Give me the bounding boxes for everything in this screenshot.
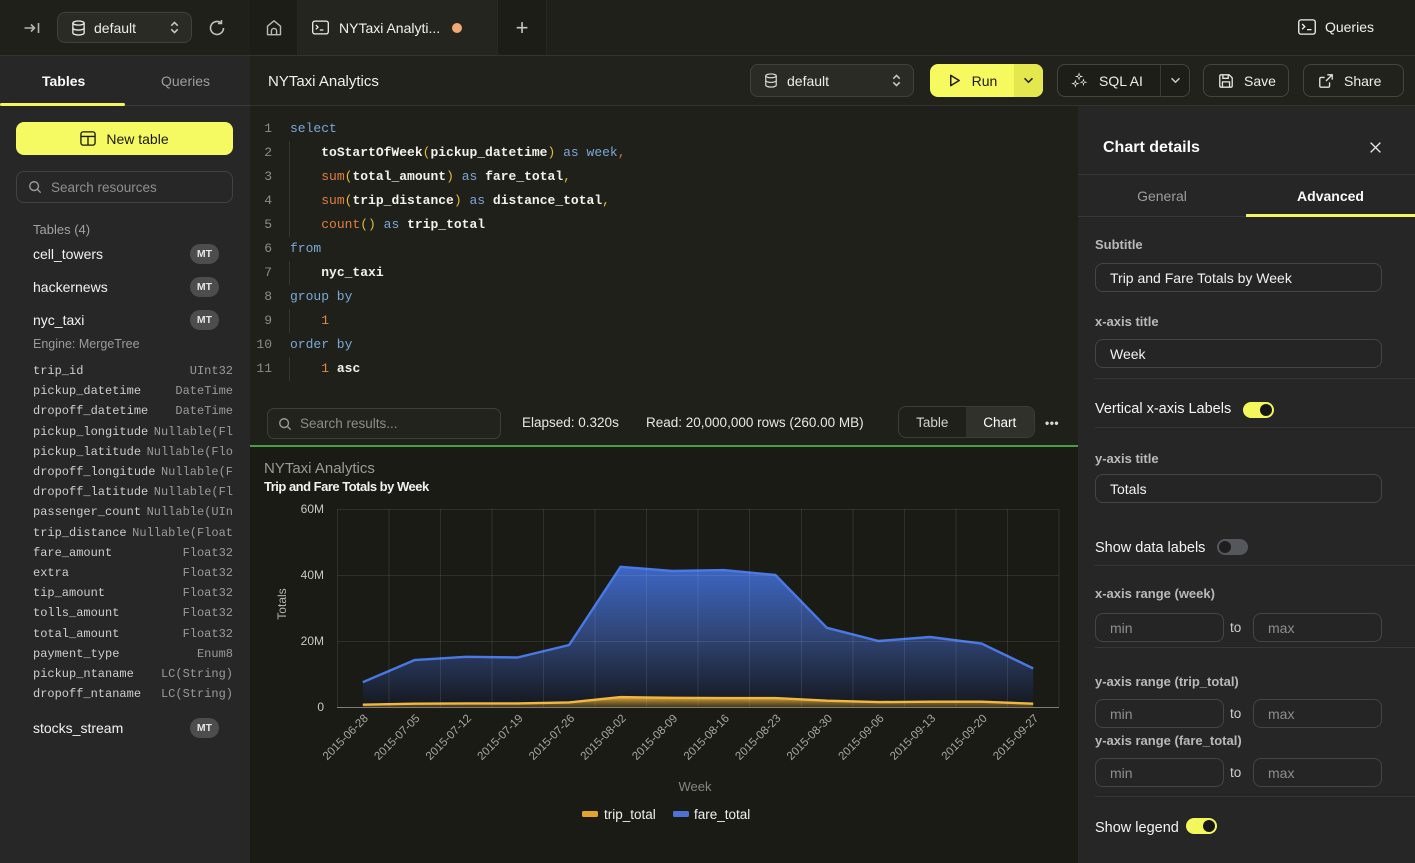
svg-text:2015-09-27: 2015-09-27 xyxy=(991,713,1041,763)
svg-text:2015-07-26: 2015-07-26 xyxy=(527,713,577,763)
svg-text:Trip and Fare Totals by Week: Trip and Fare Totals by Week xyxy=(264,479,430,494)
svg-text:60M: 60M xyxy=(301,502,324,516)
svg-text:NYTaxi Analytics: NYTaxi Analytics xyxy=(264,460,375,477)
svg-text:2015-09-06: 2015-09-06 xyxy=(837,713,887,763)
svg-text:2015-07-05: 2015-07-05 xyxy=(372,713,422,763)
svg-text:2015-08-16: 2015-08-16 xyxy=(682,713,732,763)
svg-text:2015-08-30: 2015-08-30 xyxy=(785,713,835,763)
svg-text:trip_total: trip_total xyxy=(604,807,656,822)
svg-text:2015-09-13: 2015-09-13 xyxy=(888,713,938,763)
svg-text:40M: 40M xyxy=(301,568,324,582)
svg-text:0: 0 xyxy=(317,700,324,714)
svg-text:2015-08-23: 2015-08-23 xyxy=(733,713,783,763)
svg-text:Week: Week xyxy=(679,779,712,794)
svg-text:Totals: Totals xyxy=(275,588,289,619)
svg-text:2015-08-02: 2015-08-02 xyxy=(579,713,629,763)
svg-text:2015-08-09: 2015-08-09 xyxy=(630,713,680,763)
svg-text:2015-07-12: 2015-07-12 xyxy=(424,713,474,763)
svg-text:20M: 20M xyxy=(301,634,324,648)
svg-text:2015-09-20: 2015-09-20 xyxy=(940,713,990,763)
svg-text:fare_total: fare_total xyxy=(694,807,750,822)
svg-text:2015-07-19: 2015-07-19 xyxy=(476,713,526,763)
svg-text:2015-06-28: 2015-06-28 xyxy=(321,713,371,763)
